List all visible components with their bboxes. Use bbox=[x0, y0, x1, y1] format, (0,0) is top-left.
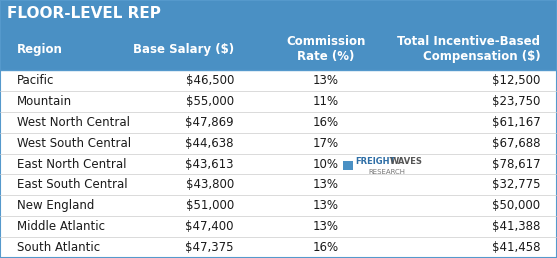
Text: 17%: 17% bbox=[313, 137, 339, 150]
Text: $47,375: $47,375 bbox=[185, 241, 234, 254]
Text: South Atlantic: South Atlantic bbox=[17, 241, 100, 254]
Text: West North Central: West North Central bbox=[17, 116, 130, 129]
Text: $67,688: $67,688 bbox=[492, 137, 540, 150]
Text: $55,000: $55,000 bbox=[186, 95, 234, 108]
Text: Commission
Rate (%): Commission Rate (%) bbox=[286, 35, 365, 63]
Text: Mountain: Mountain bbox=[17, 95, 72, 108]
Bar bbox=[0, 70, 557, 91]
Text: $41,388: $41,388 bbox=[492, 220, 540, 233]
Text: RESEARCH: RESEARCH bbox=[369, 169, 405, 175]
Text: 13%: 13% bbox=[313, 178, 339, 191]
Text: $46,500: $46,500 bbox=[185, 74, 234, 87]
Text: $51,000: $51,000 bbox=[185, 199, 234, 212]
Text: $44,638: $44,638 bbox=[185, 137, 234, 150]
Text: 10%: 10% bbox=[313, 157, 339, 171]
Text: $47,869: $47,869 bbox=[185, 116, 234, 129]
Bar bbox=[0, 112, 557, 133]
Text: FREIGHT: FREIGHT bbox=[355, 157, 395, 166]
Text: WAVES: WAVES bbox=[390, 157, 423, 166]
Text: $50,000: $50,000 bbox=[492, 199, 540, 212]
Text: $43,800: $43,800 bbox=[185, 178, 234, 191]
Text: East South Central: East South Central bbox=[17, 178, 128, 191]
Text: $78,617: $78,617 bbox=[492, 157, 540, 171]
Bar bbox=[0, 237, 557, 258]
Text: $12,500: $12,500 bbox=[492, 74, 540, 87]
Text: East North Central: East North Central bbox=[17, 157, 126, 171]
Text: 13%: 13% bbox=[313, 220, 339, 233]
Text: 11%: 11% bbox=[313, 95, 339, 108]
Text: 16%: 16% bbox=[313, 241, 339, 254]
Text: FLOOR-LEVEL REP: FLOOR-LEVEL REP bbox=[7, 6, 161, 21]
Text: $43,613: $43,613 bbox=[185, 157, 234, 171]
Bar bbox=[0, 216, 557, 237]
Bar bbox=[343, 162, 353, 171]
Text: $41,458: $41,458 bbox=[492, 241, 540, 254]
Bar bbox=[0, 91, 557, 112]
Bar bbox=[0, 0, 557, 28]
Bar bbox=[0, 195, 557, 216]
Text: 13%: 13% bbox=[313, 199, 339, 212]
Text: Pacific: Pacific bbox=[17, 74, 54, 87]
Text: Region: Region bbox=[17, 43, 62, 55]
Bar bbox=[0, 133, 557, 154]
Text: New England: New England bbox=[17, 199, 94, 212]
Text: $32,775: $32,775 bbox=[492, 178, 540, 191]
Text: $47,400: $47,400 bbox=[185, 220, 234, 233]
Text: $23,750: $23,750 bbox=[492, 95, 540, 108]
Text: 16%: 16% bbox=[313, 116, 339, 129]
Text: Total Incentive-Based
Compensation ($): Total Incentive-Based Compensation ($) bbox=[397, 35, 540, 63]
Text: West South Central: West South Central bbox=[17, 137, 131, 150]
Text: $61,167: $61,167 bbox=[491, 116, 540, 129]
Bar bbox=[0, 174, 557, 195]
Text: Middle Atlantic: Middle Atlantic bbox=[17, 220, 105, 233]
Text: Base Salary ($): Base Salary ($) bbox=[133, 43, 234, 55]
Bar bbox=[0, 28, 557, 70]
Text: 13%: 13% bbox=[313, 74, 339, 87]
Bar bbox=[0, 154, 557, 174]
